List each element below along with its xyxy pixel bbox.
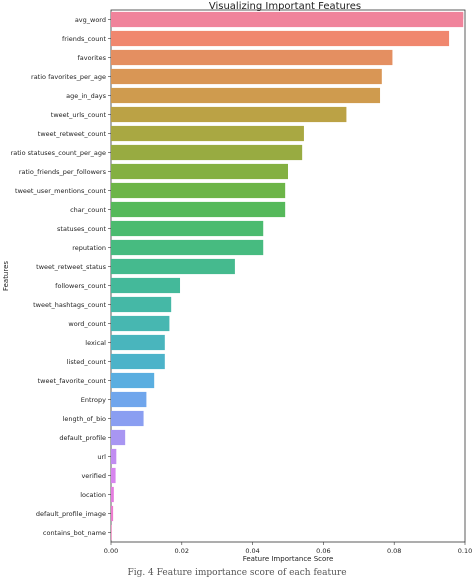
bar-listed_count xyxy=(111,353,165,370)
bar-default_profile_image xyxy=(111,505,114,522)
y-tick-label: reputation xyxy=(72,244,106,252)
y-tick-label: tweet_retweet_count xyxy=(38,130,107,138)
bar-avg_word xyxy=(111,11,464,28)
x-tick-label: 0.00 xyxy=(104,547,118,555)
bars-group xyxy=(111,11,464,541)
y-tick-label: default_profile xyxy=(59,434,106,442)
y-tick-label: location xyxy=(80,491,106,499)
bar-tweet_hashtags_count xyxy=(111,296,172,313)
bar-url xyxy=(111,448,117,465)
bar-tweet_retweet_count xyxy=(111,125,304,142)
bar-Entropy xyxy=(111,391,147,408)
y-axis-label: Features xyxy=(2,261,10,291)
x-axis-label: Feature Importance Score xyxy=(243,555,334,563)
y-tick-label: verified xyxy=(81,472,106,480)
y-tick-label: lexical xyxy=(85,339,106,347)
y-tick-label: url xyxy=(97,453,106,461)
y-tick-label: listed_count xyxy=(67,358,107,366)
bar-tweet_retweet_status xyxy=(111,258,235,275)
bar-tweet_urls_count xyxy=(111,106,347,123)
y-tick-label: ratio_friends_per_followers xyxy=(19,168,107,176)
y-tick-label: tweet_hashtags_count xyxy=(33,301,106,309)
y-tick-label: length_of_bio xyxy=(63,415,106,423)
bar-location xyxy=(111,486,114,503)
y-tick-label: word_count xyxy=(68,320,106,328)
y-tick-label: ratio statuses_count_per_age xyxy=(11,149,106,157)
bar-char_count xyxy=(111,201,286,218)
x-tick-label: 0.04 xyxy=(245,547,259,555)
bar-default_profile xyxy=(111,429,126,446)
bar-word_count xyxy=(111,315,170,332)
x-tick-label: 0.02 xyxy=(175,547,189,555)
bar-reputation xyxy=(111,239,264,256)
y-tick-label: statuses_count xyxy=(57,225,106,233)
figure-caption: Fig. 4 Feature importance score of each … xyxy=(127,568,347,578)
y-tick-label: contains_bot_name xyxy=(43,529,106,537)
plot-frame xyxy=(110,9,466,543)
bar-lexical xyxy=(111,334,165,351)
y-tick-label: tweet_user_mentions_count xyxy=(15,187,106,195)
y-tick-label: avg_word xyxy=(75,16,106,24)
y-tick-label: tweet_favorite_count xyxy=(38,377,107,385)
x-tick-label: 0.08 xyxy=(387,547,401,555)
chart-title: Visualizing Important Features xyxy=(209,1,361,12)
y-tick-label: followers_count xyxy=(55,282,106,290)
y-tick-label: friends_count xyxy=(62,35,106,43)
bar-tweet_user_mentions_count xyxy=(111,182,286,199)
y-tick-label: default_profile_image xyxy=(36,510,106,518)
bar-tweet_favorite_count xyxy=(111,372,155,389)
bar-length_of_bio xyxy=(111,410,144,427)
y-tick-labels: avg_word friends_count favorites ratio favo… xyxy=(11,16,111,537)
y-tick-label: ratio favorites_per_age xyxy=(31,73,106,81)
bar-ratio_friends_per_followers xyxy=(111,163,288,180)
x-ticks: 0.00 0.02 0.04 0.06 0.08 0.10 xyxy=(104,542,472,555)
y-tick-label: char_count xyxy=(70,206,106,214)
bar-age_in_days xyxy=(111,87,381,104)
bar-contains_bot_name xyxy=(111,524,112,541)
bar-ratio statuses_count_per_age xyxy=(111,144,303,161)
y-tick-label: tweet_urls_count xyxy=(51,111,107,119)
y-tick-label: favorites xyxy=(77,54,106,62)
bar-favorites xyxy=(111,49,393,66)
bar-statuses_count xyxy=(111,220,264,237)
x-tick-label: 0.10 xyxy=(458,547,472,555)
y-tick-label: age_in_days xyxy=(66,92,106,100)
y-tick-label: Entropy xyxy=(81,396,106,404)
bar-followers_count xyxy=(111,277,181,294)
bar-verified xyxy=(111,467,116,484)
bar-ratio favorites_per_age xyxy=(111,68,382,85)
bar-friends_count xyxy=(111,30,450,47)
x-tick-label: 0.06 xyxy=(316,547,330,555)
y-tick-label: tweet_retweet_status xyxy=(36,263,106,271)
